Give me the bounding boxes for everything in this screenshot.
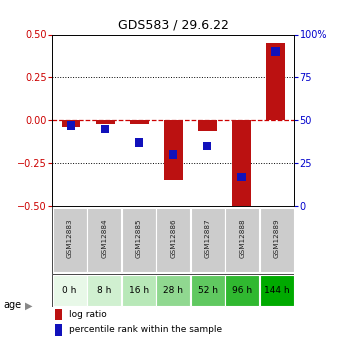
- Bar: [191, 208, 225, 272]
- Bar: [101, 125, 110, 133]
- Bar: [55, 324, 62, 336]
- Text: age: age: [3, 300, 22, 310]
- Bar: [260, 275, 294, 306]
- Bar: [164, 120, 183, 180]
- Bar: [87, 275, 121, 306]
- Bar: [135, 138, 143, 147]
- Text: GSM12884: GSM12884: [101, 219, 107, 258]
- Text: log ratio: log ratio: [69, 310, 107, 319]
- Bar: [191, 275, 225, 306]
- Bar: [55, 309, 62, 320]
- Text: 96 h: 96 h: [232, 286, 252, 295]
- Text: 144 h: 144 h: [264, 286, 290, 295]
- Bar: [156, 208, 190, 272]
- Text: GSM12883: GSM12883: [67, 219, 73, 258]
- Text: GSM12887: GSM12887: [205, 219, 211, 258]
- Bar: [266, 43, 285, 120]
- Bar: [67, 121, 75, 130]
- Text: 16 h: 16 h: [129, 286, 149, 295]
- Bar: [156, 275, 190, 306]
- Bar: [122, 208, 155, 272]
- Bar: [271, 47, 280, 56]
- Text: 52 h: 52 h: [198, 286, 218, 295]
- Bar: [232, 120, 251, 206]
- Text: GSM12889: GSM12889: [274, 219, 280, 258]
- Bar: [203, 142, 212, 150]
- Bar: [96, 120, 115, 124]
- Bar: [237, 173, 245, 181]
- Bar: [260, 208, 294, 272]
- Text: GSM12886: GSM12886: [170, 219, 176, 258]
- Bar: [198, 120, 217, 131]
- Bar: [225, 208, 259, 272]
- Text: percentile rank within the sample: percentile rank within the sample: [69, 325, 222, 334]
- Bar: [169, 150, 177, 159]
- Bar: [130, 120, 148, 124]
- Bar: [225, 275, 259, 306]
- Bar: [122, 275, 155, 306]
- Text: 28 h: 28 h: [163, 286, 183, 295]
- Text: 8 h: 8 h: [97, 286, 111, 295]
- Text: ▶: ▶: [25, 300, 33, 310]
- Bar: [53, 208, 87, 272]
- Bar: [53, 275, 87, 306]
- Bar: [87, 208, 121, 272]
- Text: GSM12885: GSM12885: [136, 219, 142, 258]
- Text: 0 h: 0 h: [63, 286, 77, 295]
- Text: GSM12888: GSM12888: [239, 219, 245, 258]
- Bar: [62, 120, 80, 127]
- Title: GDS583 / 29.6.22: GDS583 / 29.6.22: [118, 19, 229, 32]
